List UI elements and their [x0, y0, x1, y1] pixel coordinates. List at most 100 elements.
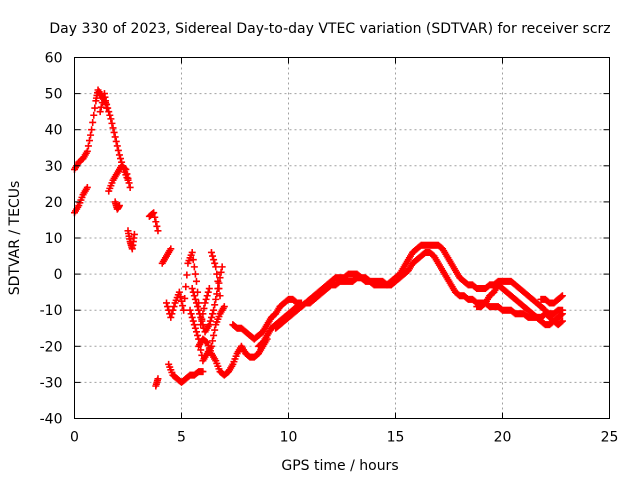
data-point: [206, 317, 214, 325]
data-point: [114, 146, 122, 154]
data-point: [192, 328, 200, 336]
y-tick-label: 20: [45, 195, 63, 211]
data-point: [210, 331, 218, 339]
data-point: [90, 111, 98, 119]
data-point: [204, 288, 212, 296]
data-point: [220, 303, 228, 311]
data-point: [123, 170, 131, 178]
series-track-p: [229, 295, 305, 343]
data-point: [105, 108, 113, 116]
y-tick-label: 40: [45, 123, 63, 139]
series-track-i: [158, 245, 175, 267]
data-point: [115, 151, 123, 159]
data-point: [210, 256, 218, 264]
x-tick-label: 10: [280, 430, 298, 446]
y-tick-label: 60: [45, 51, 63, 67]
data-point: [192, 277, 200, 285]
data-point: [190, 321, 198, 329]
data-point: [175, 288, 183, 296]
data-point: [558, 292, 566, 300]
data-point: [557, 293, 565, 301]
data-point: [194, 331, 202, 339]
data-point: [187, 310, 195, 318]
data-point: [207, 248, 215, 256]
data-point: [84, 142, 92, 150]
data-point: [557, 311, 565, 319]
data-point: [199, 321, 207, 329]
data-point: [181, 294, 189, 302]
data-point: [85, 137, 93, 145]
x-tick-label: 15: [387, 430, 405, 446]
series-track-e: [111, 198, 123, 213]
data-point: [183, 271, 191, 279]
series-track-l: [186, 303, 228, 365]
series-track-t: [537, 292, 566, 307]
data-point: [112, 137, 120, 145]
data-point: [217, 268, 225, 276]
data-point: [209, 310, 217, 318]
series-track-k: [163, 248, 213, 329]
y-tick-label: 50: [45, 87, 63, 103]
data-point: [210, 306, 218, 314]
data-point: [189, 288, 197, 296]
data-point: [209, 337, 217, 345]
data-point: [202, 295, 210, 303]
y-tick-label: -40: [40, 412, 63, 428]
data-point: [194, 303, 202, 311]
data-point: [216, 274, 224, 282]
data-point: [213, 270, 221, 278]
data-point: [152, 218, 160, 226]
data-point: [113, 142, 121, 150]
data-point: [190, 292, 198, 300]
data-point: [189, 317, 197, 325]
data-point: [179, 302, 187, 310]
data-point: [126, 183, 134, 191]
data-point: [170, 303, 178, 311]
data-point: [83, 183, 91, 191]
data-point: [211, 259, 219, 267]
data-points: [71, 86, 566, 390]
data-point: [154, 375, 162, 383]
x-tick-label: 20: [494, 430, 512, 446]
data-point: [191, 324, 199, 332]
series-track-h: [152, 375, 162, 390]
data-point: [197, 313, 205, 321]
series-track-f: [124, 227, 138, 253]
series-track-b: [71, 183, 91, 217]
y-tick-label: -30: [40, 375, 63, 391]
series-track-c: [105, 162, 134, 195]
data-point: [87, 131, 95, 139]
series-track-d: [96, 90, 111, 116]
data-point: [103, 104, 111, 112]
data-point: [163, 299, 171, 307]
y-axis-label: SDTVAR / TECUs: [7, 181, 23, 296]
chart-title: Day 330 of 2023, Sidereal Day-to-day VTE…: [49, 21, 610, 37]
data-point: [125, 179, 133, 187]
x-axis-label: GPS time / hours: [281, 458, 398, 474]
y-tick-label: 0: [54, 267, 63, 283]
data-point: [216, 292, 224, 300]
data-point: [205, 321, 213, 329]
data-point: [195, 306, 203, 314]
y-tick-label: -10: [40, 303, 63, 319]
data-point: [202, 338, 210, 346]
data-point: [153, 222, 161, 230]
data-point: [186, 306, 194, 314]
data-point: [214, 277, 222, 285]
data-point: [122, 165, 130, 173]
data-point: [96, 108, 104, 116]
data-point: [190, 263, 198, 271]
data-point: [212, 263, 220, 271]
data-point: [115, 202, 123, 210]
axis-ticks: [74, 57, 610, 419]
data-point: [124, 174, 132, 182]
data-point: [88, 126, 96, 134]
data-point: [150, 209, 158, 217]
x-tick-label: 5: [177, 430, 186, 446]
data-point: [169, 306, 177, 314]
x-tick-label: 25: [601, 430, 619, 446]
data-point: [97, 103, 105, 111]
data-point: [557, 318, 565, 326]
data-point: [121, 165, 129, 173]
